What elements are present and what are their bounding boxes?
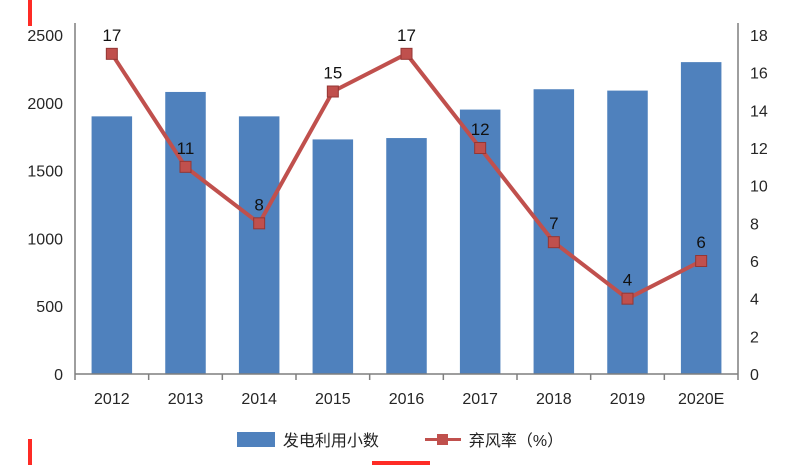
bar-2014	[238, 116, 280, 375]
right-axis-tick-label: 4	[750, 292, 759, 309]
bar-2020E	[680, 62, 722, 375]
x-axis-label: 2012	[94, 391, 130, 408]
line-marker	[400, 47, 413, 60]
bar-2013	[165, 91, 206, 375]
left-axis-tick-label: 2000	[27, 96, 63, 113]
line-data-label: 4	[623, 271, 632, 290]
right-axis-tick-label: 10	[750, 179, 768, 196]
combo-chart: 0 500 1000 1500 2000 2500 0 2 4 6 8 10 12 14 16 18 2012 2…	[27, 23, 768, 408]
line-data-label: 11	[177, 139, 195, 158]
line-data-label: 17	[102, 26, 121, 45]
right-axis-tick-label: 6	[750, 254, 759, 271]
left-axis-tick-label: 500	[36, 299, 63, 316]
right-axis-tick-label: 8	[750, 216, 759, 233]
line-data-label: 12	[471, 120, 490, 139]
x-axis-label: 2016	[389, 391, 425, 408]
bar-2016	[386, 138, 427, 374]
x-axis-label: 2020E	[678, 391, 724, 408]
chart-legend: 发电利用小数 弃风率（%）	[0, 427, 800, 451]
line-marker	[326, 85, 339, 98]
left-axis-tick-label: 1000	[27, 231, 63, 248]
right-axis-tick-label: 12	[750, 141, 768, 158]
x-axis-label: 2014	[241, 391, 277, 408]
line-marker	[547, 236, 560, 249]
line-marker	[179, 160, 192, 173]
line-marker	[253, 217, 266, 230]
bar-2015	[312, 139, 354, 374]
line-data-label: 8	[254, 195, 263, 214]
red-frame-artifact-top-left	[28, 0, 32, 26]
right-axis-tick-label: 14	[750, 103, 768, 120]
left-axis-tick-label: 2500	[27, 28, 63, 45]
bar-2019	[607, 90, 648, 374]
right-axis-tick-label: 2	[750, 329, 759, 346]
red-frame-artifact-bottom-left	[28, 439, 32, 465]
left-axis-tick-label: 1500	[27, 164, 63, 181]
bar-legend-label: 发电利用小数	[282, 433, 379, 450]
right-axis-tick-label: 16	[750, 66, 768, 83]
line-legend-label: 弃风率（%）	[468, 433, 564, 450]
legend-item-line: 弃风率（%）	[424, 427, 564, 451]
legend-item-bars: 发电利用小数	[236, 427, 379, 451]
line-marker	[105, 47, 118, 60]
line-legend-marker	[436, 433, 448, 445]
red-frame-artifact-bottom-center	[372, 461, 430, 465]
line-marker	[621, 292, 634, 305]
x-axis-label: 2019	[610, 391, 646, 408]
x-axis-label: 2013	[168, 391, 204, 408]
line-marker	[695, 255, 708, 267]
right-axis-tick-label: 18	[750, 28, 768, 45]
bar-2018	[533, 89, 575, 375]
x-axis-label: 2015	[315, 391, 351, 408]
line-data-label: 7	[549, 214, 558, 233]
bar-2012	[91, 116, 133, 375]
right-axis-tick-label: 0	[750, 367, 759, 384]
x-axis-label: 2017	[462, 391, 498, 408]
x-axis-label: 2018	[536, 391, 572, 408]
bar-legend-swatch	[236, 431, 275, 447]
line-data-label: 15	[323, 64, 342, 83]
left-axis-tick-label: 0	[54, 367, 63, 384]
line-data-label: 17	[397, 26, 416, 45]
line-data-label: 6	[696, 233, 705, 252]
line-marker	[474, 142, 487, 154]
line-legend-swatch	[424, 432, 461, 447]
